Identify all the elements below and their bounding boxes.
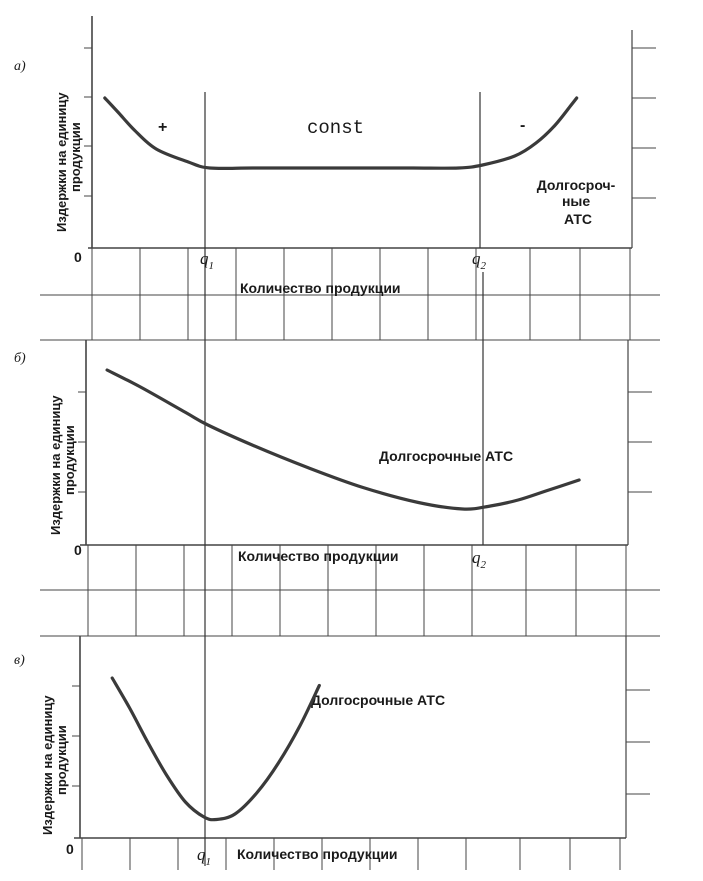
panel-a-xlabel: Количество продукции (240, 280, 401, 296)
panel-b-curve-label: Долгосрочные АТС (379, 448, 513, 464)
panel-c-ylabel: Издержки на единицу продукции (40, 692, 69, 835)
panel-b-origin: 0 (74, 542, 82, 558)
panel-a-curve-label: Долгосроч- ные АТС (537, 177, 619, 227)
panel-a-region-const: const (307, 117, 364, 139)
panel-c-atc-curve (110, 676, 321, 822)
panel-a-atc-curve (103, 96, 579, 171)
panel-a-region-minus: - (520, 117, 525, 134)
panel-a-region-plus: + (158, 119, 167, 136)
panel-c: в) Издержки на единицу продукции 0 Долго… (14, 653, 445, 868)
panel-a-q2-label: q2 (472, 249, 487, 272)
panel-c-label: в) (14, 653, 25, 668)
panel-a-label: а) (14, 59, 26, 74)
graph-paper-grid (40, 16, 660, 870)
panel-b-xlabel: Количество продукции (238, 548, 399, 564)
panel-b-atc-curve (105, 368, 581, 511)
panel-b: б) Издержки на единицу продукции 0 Долго… (14, 351, 581, 571)
panel-b-ylabel: Издержки на единицу продукции (48, 392, 77, 535)
panel-c-q1-label: q1 (197, 845, 211, 868)
panel-a: а) Издержки на единицу продукции 0 + con… (14, 59, 619, 296)
panel-c-xlabel: Количество продукции (237, 846, 398, 862)
panel-c-origin: 0 (66, 841, 74, 857)
panel-b-label: б) (14, 351, 26, 366)
panel-b-q2-label: q2 (472, 548, 487, 571)
panel-a-ylabel: Издержки на единицу продукции (54, 89, 83, 232)
panel-c-curve-label: Долгосрочные АТС (311, 692, 445, 708)
panel-a-q1-label: q1 (200, 249, 214, 272)
panel-a-origin: 0 (74, 249, 82, 265)
